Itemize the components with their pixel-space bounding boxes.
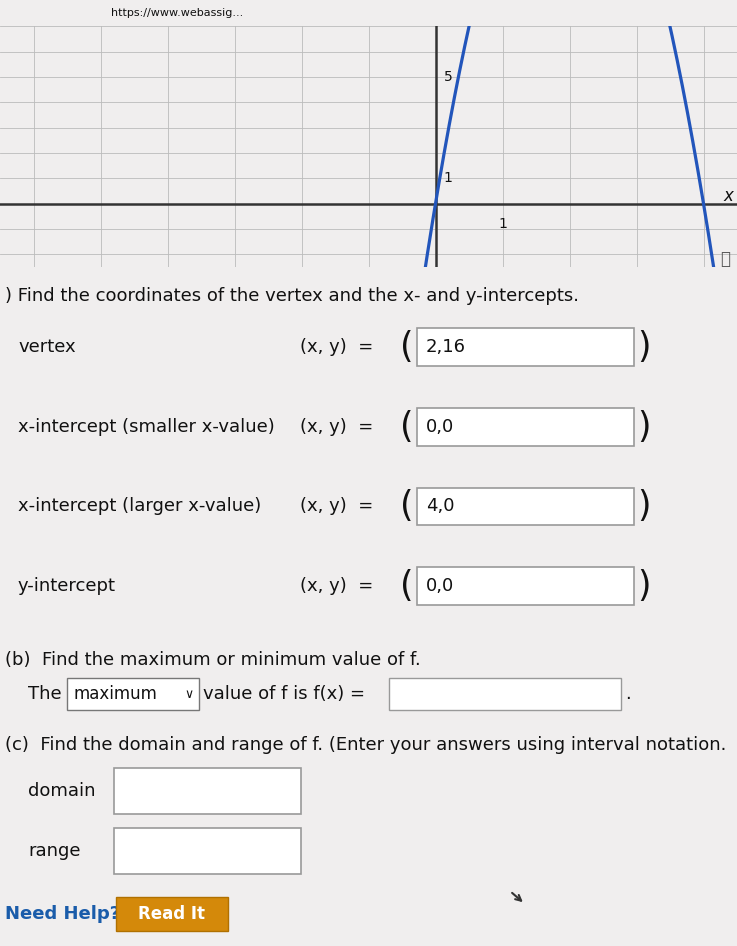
Text: Need Help?: Need Help? bbox=[5, 905, 120, 923]
Text: (x, y)  =: (x, y) = bbox=[300, 498, 373, 516]
Text: x: x bbox=[724, 187, 733, 205]
Text: ⓘ: ⓘ bbox=[720, 250, 730, 268]
FancyBboxPatch shape bbox=[417, 568, 634, 605]
Text: .: . bbox=[625, 685, 631, 703]
Text: (x, y)  =: (x, y) = bbox=[300, 577, 373, 595]
FancyBboxPatch shape bbox=[389, 678, 621, 710]
Text: x-intercept (smaller x-value): x-intercept (smaller x-value) bbox=[18, 417, 275, 435]
FancyBboxPatch shape bbox=[116, 897, 228, 931]
Text: (: ( bbox=[400, 489, 413, 523]
FancyBboxPatch shape bbox=[417, 327, 634, 366]
Text: 5: 5 bbox=[444, 70, 453, 84]
Text: ∨: ∨ bbox=[184, 688, 193, 701]
Text: ): ) bbox=[637, 410, 651, 444]
Text: ): ) bbox=[637, 569, 651, 604]
FancyBboxPatch shape bbox=[114, 828, 301, 874]
Text: value of f is f(x) =: value of f is f(x) = bbox=[203, 685, 365, 703]
Text: 1: 1 bbox=[498, 218, 507, 232]
Text: range: range bbox=[28, 842, 80, 860]
Text: ): ) bbox=[637, 330, 651, 363]
Text: The: The bbox=[28, 685, 62, 703]
Text: 0,0: 0,0 bbox=[426, 577, 454, 595]
Text: y-intercept: y-intercept bbox=[18, 577, 116, 595]
Text: 2,16: 2,16 bbox=[426, 338, 466, 356]
Text: domain: domain bbox=[28, 782, 96, 800]
Text: (c)  Find the domain and range of f. (Enter your answers using interval notation: (c) Find the domain and range of f. (Ent… bbox=[5, 736, 727, 754]
FancyBboxPatch shape bbox=[417, 487, 634, 525]
FancyBboxPatch shape bbox=[114, 768, 301, 815]
Text: x-intercept (larger x-value): x-intercept (larger x-value) bbox=[18, 498, 261, 516]
FancyBboxPatch shape bbox=[417, 408, 634, 446]
Text: 1: 1 bbox=[444, 171, 453, 185]
Text: ): ) bbox=[637, 489, 651, 523]
FancyBboxPatch shape bbox=[67, 678, 199, 710]
Text: maximum: maximum bbox=[74, 685, 158, 703]
Text: (: ( bbox=[400, 569, 413, 604]
Text: https://www.webassig...: https://www.webassig... bbox=[111, 9, 242, 18]
Text: (b)  Find the maximum or minimum value of f.: (b) Find the maximum or minimum value of… bbox=[5, 652, 421, 670]
Text: vertex: vertex bbox=[18, 338, 76, 356]
Text: (x, y)  =: (x, y) = bbox=[300, 338, 373, 356]
Text: (x, y)  =: (x, y) = bbox=[300, 417, 373, 435]
Text: Read It: Read It bbox=[139, 905, 206, 923]
Text: (: ( bbox=[400, 330, 413, 363]
Text: (: ( bbox=[400, 410, 413, 444]
Text: ) Find the coordinates of the vertex and the x- and y-intercepts.: ) Find the coordinates of the vertex and… bbox=[5, 287, 579, 305]
Text: 0,0: 0,0 bbox=[426, 417, 454, 435]
Text: 4,0: 4,0 bbox=[426, 498, 455, 516]
